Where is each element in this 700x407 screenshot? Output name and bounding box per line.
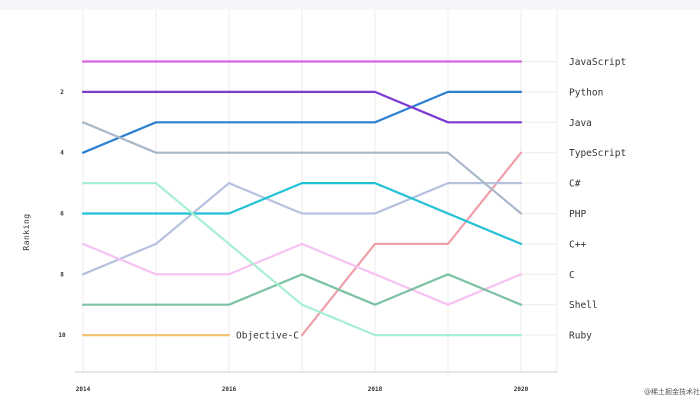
series-label-php: PHP bbox=[569, 209, 586, 220]
y-tick-label-8: 8 bbox=[60, 271, 64, 278]
series-line-typescript bbox=[300, 151, 523, 337]
series-line-java bbox=[81, 90, 523, 124]
grid-lines bbox=[82, 10, 558, 372]
series-label-python: Python bbox=[569, 87, 603, 98]
axes: 2014 2016 2018 2020 2 4 6 8 10 bbox=[58, 89, 557, 393]
series-line-php bbox=[81, 121, 523, 215]
series-line-cplusplus bbox=[81, 182, 523, 245]
x-tick-label-2018: 2018 bbox=[368, 386, 383, 393]
series-line-shell bbox=[81, 273, 523, 306]
inline-label-background bbox=[233, 328, 295, 342]
y-axis-title: Ranking bbox=[22, 213, 31, 250]
y-tick-label-4: 4 bbox=[60, 150, 64, 157]
top-band bbox=[0, 0, 700, 10]
y-tick-label-2: 2 bbox=[60, 89, 64, 96]
series-line-c bbox=[81, 242, 523, 306]
y-tick-label-10: 10 bbox=[58, 332, 66, 339]
watermark: @稀土掘金技术社区 bbox=[644, 388, 700, 396]
series-label-java: Java bbox=[569, 118, 592, 129]
y-tick-label-6: 6 bbox=[60, 211, 64, 218]
series-label-javascript: JavaScript bbox=[569, 57, 626, 68]
series-line-csharp bbox=[81, 182, 523, 276]
x-tick-label-2016: 2016 bbox=[222, 386, 237, 393]
series-line-ruby bbox=[81, 182, 523, 337]
x-tick-label-2014: 2014 bbox=[76, 386, 91, 393]
x-tick-label-2020: 2020 bbox=[514, 386, 529, 393]
series-label-ruby: Ruby bbox=[569, 331, 592, 342]
series-labels: JavaScript Python Java TypeScript C# PHP C++ C S… bbox=[233, 57, 626, 342]
series-line-python bbox=[81, 90, 523, 154]
series-lines bbox=[81, 60, 523, 337]
series-label-c: C bbox=[569, 270, 575, 281]
series-label-cplusplus: C++ bbox=[569, 239, 586, 250]
series-label-csharp: C# bbox=[569, 179, 581, 190]
series-label-typescript: TypeScript bbox=[569, 148, 626, 159]
series-label-shell: Shell bbox=[569, 300, 598, 311]
inline-label-objective-c: Objective-C bbox=[236, 331, 299, 342]
